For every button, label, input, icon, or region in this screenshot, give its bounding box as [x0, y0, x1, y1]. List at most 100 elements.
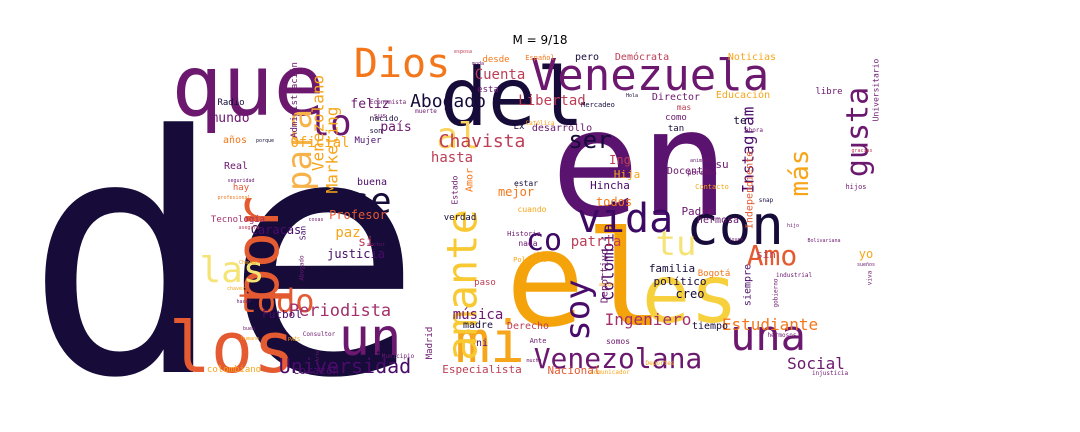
word-155: sueños — [857, 262, 875, 268]
word-69: Ing — [609, 153, 631, 167]
word-7: por — [223, 196, 293, 304]
word-138: muerte — [415, 108, 437, 115]
word-0: de — [25, 66, 422, 432]
word-115: nacido — [370, 114, 399, 123]
word-72: Docente — [667, 166, 709, 177]
word-111: libre — [815, 87, 842, 97]
word-65: Padre — [681, 205, 714, 218]
word-38: Instagram — [739, 107, 758, 194]
word-162: seguridad — [227, 178, 254, 184]
word-39: Colombia — [599, 223, 618, 300]
word-74: Educación — [716, 89, 770, 101]
word-118: hijos — [845, 183, 866, 191]
word-123: Mercadeo — [581, 101, 615, 109]
word-34: Estudiante — [722, 315, 818, 334]
word-67: todos — [596, 195, 632, 209]
word-135: industrial — [776, 272, 813, 279]
word-128: ahora — [745, 127, 763, 134]
word-58: Nacional — [548, 364, 601, 377]
word-53: Profesor — [329, 208, 387, 222]
word-28: más — [785, 150, 815, 197]
word-21: lo — [308, 103, 351, 144]
word-70: Hija — [614, 168, 641, 181]
word-137: Economista — [370, 99, 407, 106]
word-15: una — [730, 311, 806, 360]
word-152: Chavez — [239, 260, 257, 266]
word-125: persona — [687, 169, 717, 177]
word-3: que — [171, 37, 325, 136]
word-91: hay — [233, 183, 250, 193]
word-11: un — [339, 308, 402, 368]
word-8: es — [642, 248, 738, 341]
word-101: desde — [482, 55, 509, 65]
word-22: soy — [558, 279, 598, 340]
word-127: snap — [759, 197, 774, 204]
word-75: Demócrata — [615, 51, 669, 63]
word-121: Política — [513, 256, 547, 264]
word-19: al — [436, 116, 479, 157]
word-133: Consultor — [303, 331, 336, 338]
word-164: asegura — [238, 225, 259, 231]
word-99: pero — [575, 52, 599, 63]
word-89: mis — [231, 85, 241, 101]
word-100: tan — [668, 124, 684, 134]
word-144: porque — [256, 138, 274, 144]
word-143: Hola — [626, 93, 638, 99]
word-9: Venezuela — [531, 50, 769, 101]
word-71: Hincha — [590, 179, 630, 192]
word-40: Social — [787, 354, 845, 373]
word-110: estar — [514, 179, 538, 188]
word-141: esposa — [454, 49, 472, 55]
word-92: Tecnología — [211, 215, 265, 225]
word-45: Cuenta — [475, 67, 526, 83]
word-156: gobierno — [773, 278, 780, 307]
word-78: Amor — [465, 168, 476, 192]
word-145: gracias — [851, 148, 872, 154]
word-142: moda — [472, 61, 484, 67]
word-124: Español — [525, 54, 555, 62]
word-103: Bogotá — [698, 269, 731, 279]
word-126: Contacto — [695, 183, 729, 191]
word-95: Ex — [514, 122, 525, 132]
word-27: Amo — [747, 239, 798, 272]
word-31: Periodista — [289, 301, 391, 321]
word-6: con — [686, 194, 784, 257]
word-73: Director — [652, 92, 700, 103]
word-129: Ante — [530, 337, 547, 345]
word-54: Caracas — [251, 223, 302, 237]
word-148: hacer — [236, 299, 251, 305]
word-109: cuando — [518, 205, 547, 214]
word-104: Madrid — [425, 327, 435, 360]
word-47: mundo — [210, 111, 249, 126]
word-158: mucho — [526, 358, 541, 364]
word-46: Oficial — [290, 135, 349, 151]
word-25: gusta — [841, 87, 876, 177]
word-85: Derecho — [507, 321, 549, 332]
word-98: como — [665, 113, 687, 123]
word-52: justicia — [327, 247, 385, 261]
word-149: buen — [243, 326, 255, 332]
word-108: somos — [606, 337, 630, 346]
word-76: Noticias — [728, 52, 776, 63]
word-154: cosas — [308, 217, 323, 223]
word-32: Abogado — [410, 91, 486, 112]
word-62: tiempo — [692, 321, 728, 332]
word-29: ser — [568, 126, 611, 154]
word-116: son — [370, 127, 383, 135]
word-93: colombiano — [207, 365, 261, 375]
word-106: paso — [474, 278, 496, 288]
word-33: Chavista — [439, 131, 526, 152]
word-16: las — [199, 250, 264, 291]
chart-title: M = 9/18 — [512, 33, 568, 47]
word-18: para — [280, 109, 320, 191]
word-57: Especialista — [442, 363, 521, 376]
word-37: Marketing — [323, 107, 342, 194]
word-159: vivir — [533, 251, 548, 257]
word-146: profesional — [217, 195, 250, 201]
word-105: este — [365, 350, 387, 360]
word-68: mejor — [498, 185, 534, 199]
word-2: el — [506, 203, 665, 357]
word-66: hermosa — [697, 215, 739, 226]
word-90: años — [223, 135, 247, 146]
